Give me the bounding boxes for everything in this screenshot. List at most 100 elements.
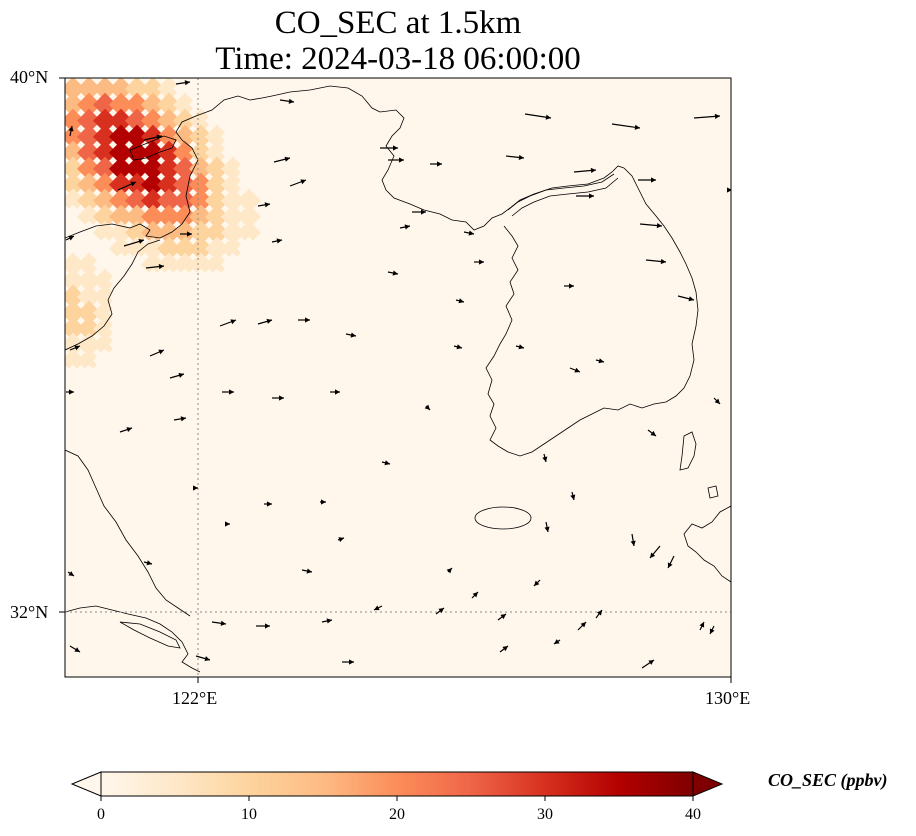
field-cell [220,140,246,165]
wind-arrow-head [288,98,294,104]
field-cell [108,78,134,101]
coastlines [65,85,731,673]
field-cell [156,78,182,101]
coastline-liaodong [65,85,625,239]
field-cell [65,124,86,149]
wind-arrow-head [534,580,540,586]
coastline-yangtze [65,605,201,673]
wind-arrow-head [580,622,586,628]
wind-arrow-head [158,263,164,270]
field-cell [204,156,230,181]
wind-arrow-head [392,270,398,276]
wind-arrow-head [554,639,560,644]
field-cell [236,204,262,229]
field-cell [204,140,230,165]
wind-arrow-head [634,124,640,130]
wind-arrow-head [265,623,270,629]
field-cell [92,220,118,245]
field-cell [204,220,230,245]
field-cell [156,188,182,213]
field-cell [220,156,246,181]
field-cell [124,92,150,117]
field-cell [65,188,86,213]
field-cell [65,78,86,101]
wind-arrow-head [589,193,594,199]
wind-arrow-head [709,628,715,634]
field-cell [236,188,262,213]
field-cell [236,156,262,181]
wind-arrow-head [220,620,226,626]
field-cell [65,108,86,133]
field-cell [172,78,198,101]
field-cell [172,188,198,213]
wind-arrow-head [569,283,574,289]
wind-arrow-head [421,209,426,215]
wind-arrow-head [126,427,132,433]
field-cell [172,124,198,149]
field-cell [76,78,102,101]
lat-tick-40N: 40°N [10,67,49,87]
coastline-korea-inner [507,173,615,211]
axis-tick-marks [59,77,732,683]
wind-arrow-head [69,389,74,395]
coastline-west [65,239,161,351]
wind-arrow-head [156,134,162,140]
field-cell [140,220,166,245]
field-cell [220,220,246,245]
field-cell [204,108,230,133]
field-cell [236,220,262,245]
wind-arrow-head [727,187,731,193]
wind-arrow-head [184,80,190,86]
lon-tick-130E: 130°E [705,688,751,708]
wind-arrow-head [266,318,272,324]
wind-arrow-head [384,460,390,466]
field-cell [236,172,262,197]
field-cell [156,220,182,245]
wind-arrow-head [229,389,234,395]
wind-arrow-head [300,179,306,185]
wind-arrow-head [630,540,636,546]
wind-arrow-head [230,319,236,325]
field-cell [236,236,262,261]
wind-arrow-head [338,537,344,543]
field-cell [140,124,166,149]
wind-arrow-head [68,126,74,132]
field-cell [124,172,150,197]
field-cell [204,124,230,149]
field-cell [220,172,246,197]
field-cell [188,92,214,117]
field-cell [76,156,102,181]
field-cell [156,172,182,197]
field-cell [108,220,134,245]
field-cell [172,172,198,197]
colorbar-tick-30: 30 [537,806,553,823]
wind-arrow-head [574,367,580,373]
field-cell [92,78,118,101]
field-cell [92,188,118,213]
field-cell [236,140,262,165]
wind-arrow-head [374,605,380,611]
field-cell [156,236,182,261]
field-cell [188,236,214,261]
field-cell [108,92,134,117]
wind-arrow-head [598,358,604,364]
wind-arrow-head [399,157,404,163]
field-cell [108,204,134,229]
field-cell [65,220,86,245]
field-cell [76,204,102,229]
wind-arrow-head [570,494,576,500]
wind-arrow-head [178,372,184,378]
wind-arrow-head [656,222,662,229]
field-cell [156,108,182,133]
colorbar-extend-min [70,771,102,797]
field-cell [140,188,166,213]
wind-arrow-head [648,660,654,665]
field-cell [65,204,86,229]
field-cell [156,92,182,117]
field-cell [188,220,214,245]
wind-arrow-head [326,618,332,624]
wind-arrow-head [660,258,666,265]
field-cell [76,188,102,213]
field-cell [124,156,150,181]
